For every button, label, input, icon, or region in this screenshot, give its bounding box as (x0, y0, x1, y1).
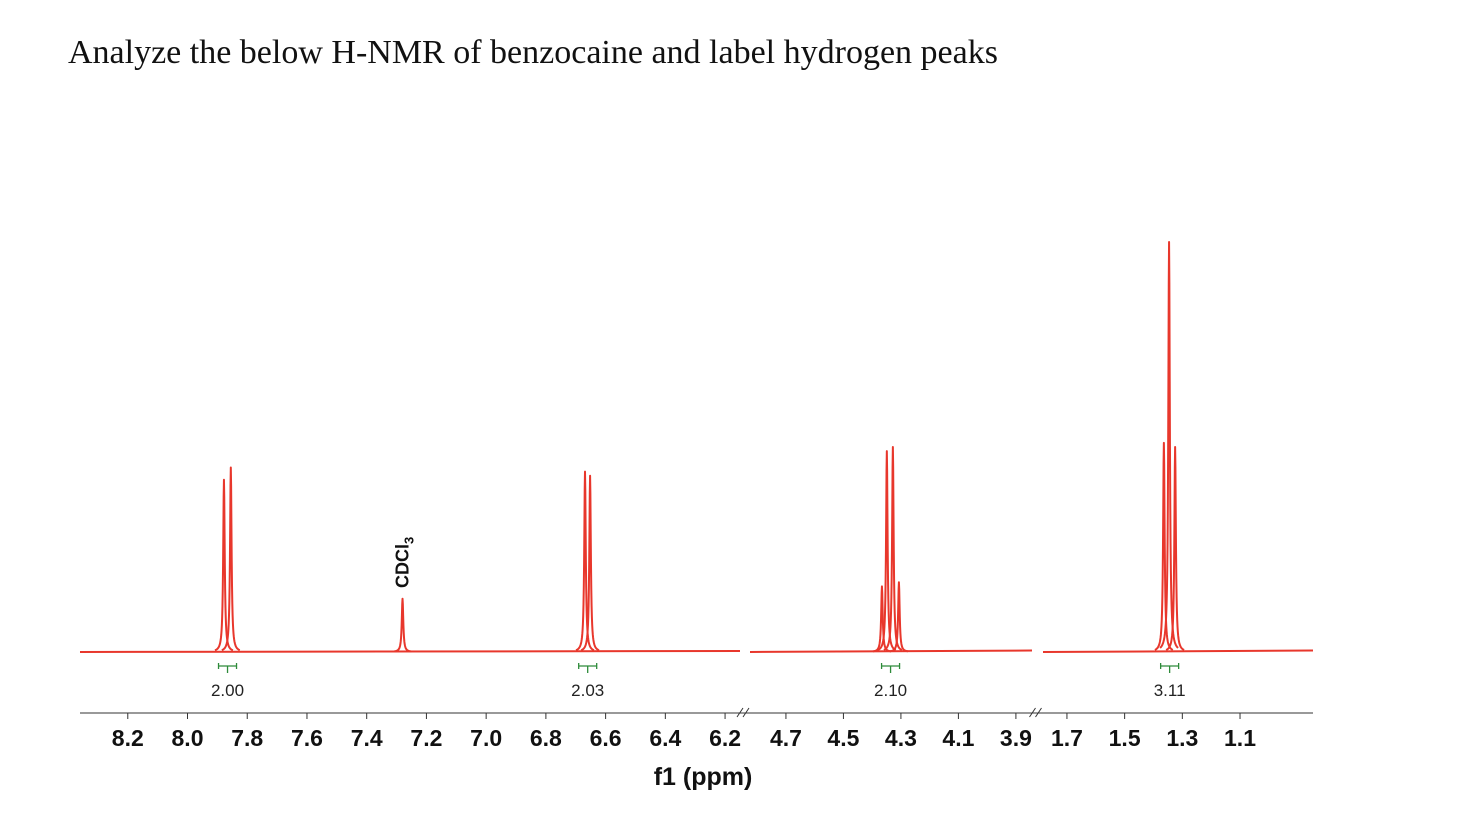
integral-bracket (880, 663, 901, 673)
annotation: CDCl3 (393, 537, 417, 588)
x-tick-label: 1.7 (1051, 725, 1083, 751)
x-axis-label: f1 (ppm) (654, 763, 753, 791)
axis-break (736, 707, 750, 718)
peak (214, 478, 234, 652)
peak (392, 597, 413, 653)
x-tick-label: 6.4 (649, 725, 681, 751)
x-tick-label: 7.2 (410, 725, 442, 751)
x-tick-label: 7.0 (470, 725, 502, 751)
annotation-text: CDCl (393, 544, 413, 588)
x-tick-label: 8.2 (112, 725, 144, 751)
integral-label: 3.11 (1154, 681, 1186, 700)
x-tick-label: 7.4 (351, 725, 383, 751)
peak (1165, 446, 1185, 651)
peak (883, 446, 903, 651)
integral-label: 2.00 (211, 681, 244, 700)
peak (575, 470, 595, 652)
annotation-subscript: 3 (402, 537, 417, 544)
x-tick-label: 6.8 (530, 725, 562, 751)
integral-bracket (578, 663, 598, 673)
peak (877, 450, 897, 651)
x-tick-label: 6.2 (709, 725, 741, 751)
x-tick-label: 7.6 (291, 725, 323, 751)
peak (221, 466, 241, 652)
x-tick-label: 1.1 (1224, 725, 1256, 751)
peak (1159, 241, 1179, 649)
axis-break (1029, 707, 1042, 718)
peak (580, 474, 600, 652)
x-tick-label: 7.8 (231, 725, 263, 751)
integral-label: 2.10 (874, 681, 907, 700)
integral-bracket (217, 663, 238, 673)
x-tick-label: 8.0 (172, 725, 204, 751)
peak (872, 585, 892, 653)
integral-label: 2.03 (571, 681, 604, 700)
x-tick-label: 6.6 (590, 725, 622, 751)
chart-title: Analyze the below H-NMR of benzocaine an… (68, 34, 998, 71)
peak (889, 581, 909, 653)
x-tick-label: 4.1 (942, 725, 974, 751)
x-tick-label: 4.5 (827, 725, 859, 751)
integral-bracket (1159, 663, 1180, 673)
x-tick-label: 3.9 (1000, 725, 1032, 751)
x-tick-label: 1.5 (1109, 725, 1141, 751)
baseline (1042, 649, 1314, 653)
x-tick-label: 4.3 (885, 725, 917, 751)
x-tick-label: 4.7 (770, 725, 802, 751)
x-tick-label: 1.3 (1166, 725, 1198, 751)
